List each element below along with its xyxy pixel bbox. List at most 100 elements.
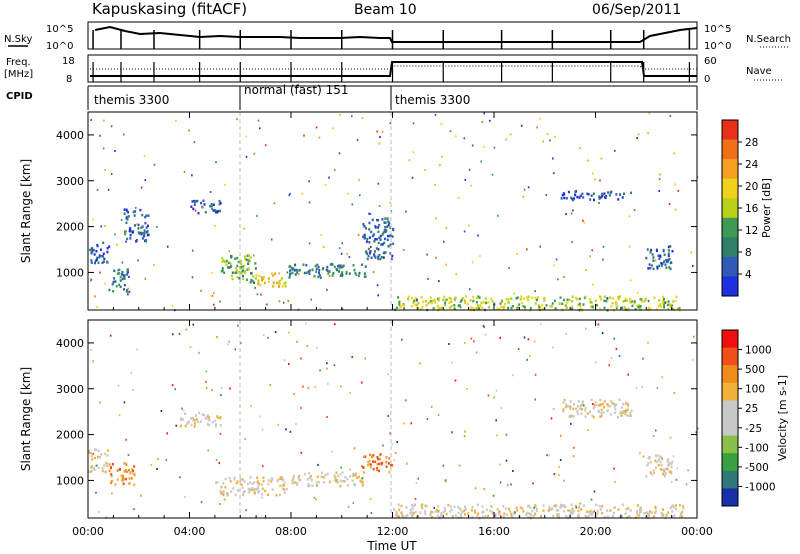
power-cell <box>640 300 643 303</box>
velocity-cell <box>267 482 270 486</box>
power-cell <box>274 272 277 275</box>
power-cell <box>543 297 546 300</box>
velocity-noise-cell <box>234 348 237 351</box>
velocity-cell <box>567 509 570 512</box>
power-cell <box>376 218 378 222</box>
velocity-cell <box>101 466 104 470</box>
power-cell <box>669 267 672 271</box>
power-noise-cell <box>286 271 289 274</box>
velocity-cell <box>584 409 587 412</box>
power-cell <box>147 214 150 217</box>
power-cell <box>403 303 406 307</box>
velocity-cell <box>203 413 206 417</box>
power-cell <box>345 270 348 274</box>
power-cell <box>576 298 579 301</box>
power-cell <box>507 301 510 304</box>
velocity-noise-cell <box>237 489 240 492</box>
velocity-cell <box>310 479 313 482</box>
power-cell <box>617 198 620 201</box>
velocity-noise-cell <box>499 481 502 484</box>
velocity-cell <box>619 515 622 519</box>
velocity-noise-cell <box>239 342 242 344</box>
velocity-cell <box>333 479 336 482</box>
power-cell <box>578 302 581 306</box>
power-noise-cell <box>361 117 364 119</box>
velocity-cell <box>464 508 467 512</box>
velocity-cell <box>234 493 237 497</box>
power-cell <box>637 306 640 309</box>
power-noise-cell <box>471 144 474 147</box>
power-cell <box>667 307 670 311</box>
velocity-cell <box>372 460 374 463</box>
power-cell <box>537 304 540 307</box>
velocity-cell <box>625 507 628 511</box>
power-cell <box>308 272 311 275</box>
power-noise-cell <box>438 280 440 283</box>
power-noise-cell <box>224 183 226 186</box>
velocity-cell <box>640 508 643 512</box>
power-noise-cell <box>96 305 98 308</box>
velocity-colorbar-band <box>722 330 738 349</box>
velocity-noise-cell <box>307 386 310 389</box>
velocity-cell <box>311 484 314 487</box>
velocity-noise-cell <box>482 324 485 327</box>
power-cell <box>623 192 625 195</box>
power-noise-cell <box>411 176 414 179</box>
velocity-cell <box>334 476 337 479</box>
velocity-noise-cell <box>244 438 246 440</box>
velocity-cell <box>133 472 136 476</box>
power-cell <box>662 249 665 253</box>
power-cell <box>240 262 243 266</box>
velocity-cell <box>361 482 364 485</box>
velocity-cell <box>405 515 408 518</box>
power-noise-cell <box>468 288 471 291</box>
power-noise-cell <box>445 263 447 266</box>
velocity-cell <box>460 513 462 516</box>
velocity-noise-cell <box>361 465 363 468</box>
nsky-scan-marks <box>92 30 691 49</box>
power-cell <box>126 288 128 292</box>
velocity-noise-cell <box>579 502 582 505</box>
power-cell <box>210 204 213 207</box>
power-cell <box>223 260 226 264</box>
velocity-noise-cell <box>464 430 466 433</box>
velocity-noise-cell <box>610 356 613 359</box>
power-cell <box>203 203 206 206</box>
power-cell <box>227 266 230 269</box>
power-cell <box>502 307 505 310</box>
power-noise-cell <box>289 192 291 195</box>
velocity-noise-cell <box>454 379 457 382</box>
velocity-cell <box>576 410 579 413</box>
power-cell <box>241 274 244 278</box>
power-cell <box>190 205 193 208</box>
power-cell <box>218 199 221 203</box>
velocity-cell <box>182 418 185 421</box>
velocity-cell <box>196 418 198 421</box>
velocity-cell <box>91 458 94 461</box>
velocity-cell <box>572 509 575 512</box>
power-cell <box>333 265 336 269</box>
velocity-cell <box>481 515 484 519</box>
velocity-cell <box>555 509 558 512</box>
power-cell <box>140 233 143 236</box>
velocity-cell <box>654 505 657 509</box>
velocity-cell <box>649 510 652 513</box>
velocity-cell <box>494 513 497 516</box>
velocity-cell <box>206 422 209 426</box>
velocity-cell <box>592 407 595 410</box>
velocity-noise-cell <box>340 466 342 469</box>
power-cell <box>313 275 316 278</box>
velocity-cell <box>654 510 657 513</box>
power-cell <box>126 273 129 276</box>
power-cell <box>650 248 653 252</box>
power-cell <box>560 197 563 200</box>
power-cell <box>302 263 305 266</box>
velocity-noise-cell <box>483 488 486 491</box>
power-cell <box>365 240 368 243</box>
velocity-cell <box>579 404 582 408</box>
power-cell <box>240 260 243 263</box>
power-cell <box>214 209 217 212</box>
velocity-cell <box>88 470 90 473</box>
velocity-cell <box>649 471 652 474</box>
velocity-cell <box>88 451 91 454</box>
